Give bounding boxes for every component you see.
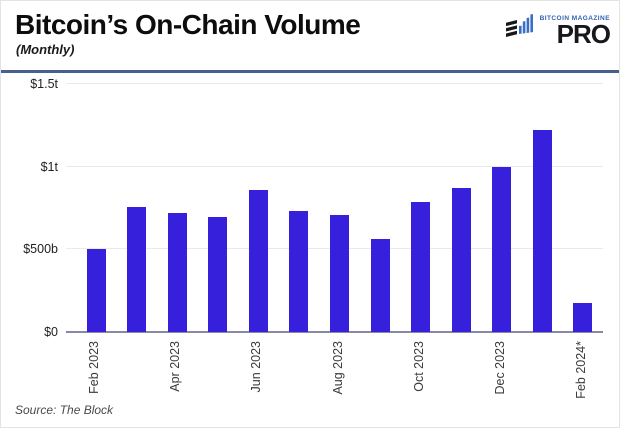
bar <box>289 211 309 332</box>
bar <box>532 130 552 332</box>
logo-blue-bars <box>518 14 533 35</box>
x-axis-line <box>66 331 603 333</box>
bar <box>451 188 471 332</box>
x-axis-tick-label: Aug 2023 <box>330 341 345 395</box>
bar <box>411 202 431 332</box>
bar <box>492 166 512 332</box>
bitcoin-magazine-pro-logo: BITCOIN MAGAZINE PRO <box>505 10 611 49</box>
x-axis-tick-label: Dec 2023 <box>492 341 507 395</box>
source-caption: Source: The Block <box>15 403 114 417</box>
y-axis-tick-label: $1t <box>40 159 58 174</box>
x-axis-tick-label: Jun 2023 <box>249 341 264 393</box>
bar <box>573 303 593 332</box>
chart-subtitle: (Monthly) <box>16 42 75 57</box>
bar <box>167 212 187 332</box>
gridline <box>66 83 603 84</box>
x-axis-tick-label: Apr 2023 <box>168 341 183 392</box>
logo-pro-label: PRO <box>556 18 611 49</box>
header-divider <box>1 70 619 73</box>
bar <box>370 239 390 332</box>
y-axis-tick-label: $500b <box>23 242 58 257</box>
y-axis-tick-label: $1.5t <box>30 77 58 91</box>
y-axis-tick-label: $0 <box>44 325 58 339</box>
bar <box>127 207 147 332</box>
gridline <box>66 165 603 167</box>
x-axis-tick-label: Feb 2023 <box>87 341 102 394</box>
plot-area <box>66 83 603 333</box>
bar <box>208 217 228 332</box>
chart-title: Bitcoin’s On-Chain Volume <box>15 9 361 40</box>
logo-magazine-label: BITCOIN MAGAZINE <box>539 15 610 23</box>
x-axis-tick-label: Oct 2023 <box>411 341 426 392</box>
bar <box>86 249 106 332</box>
bar <box>330 215 349 332</box>
logo-bars-icon <box>505 10 537 45</box>
logo-black-stripes <box>505 20 517 37</box>
x-axis-tick-label: Feb 2024* <box>573 341 588 399</box>
bar <box>248 189 268 332</box>
